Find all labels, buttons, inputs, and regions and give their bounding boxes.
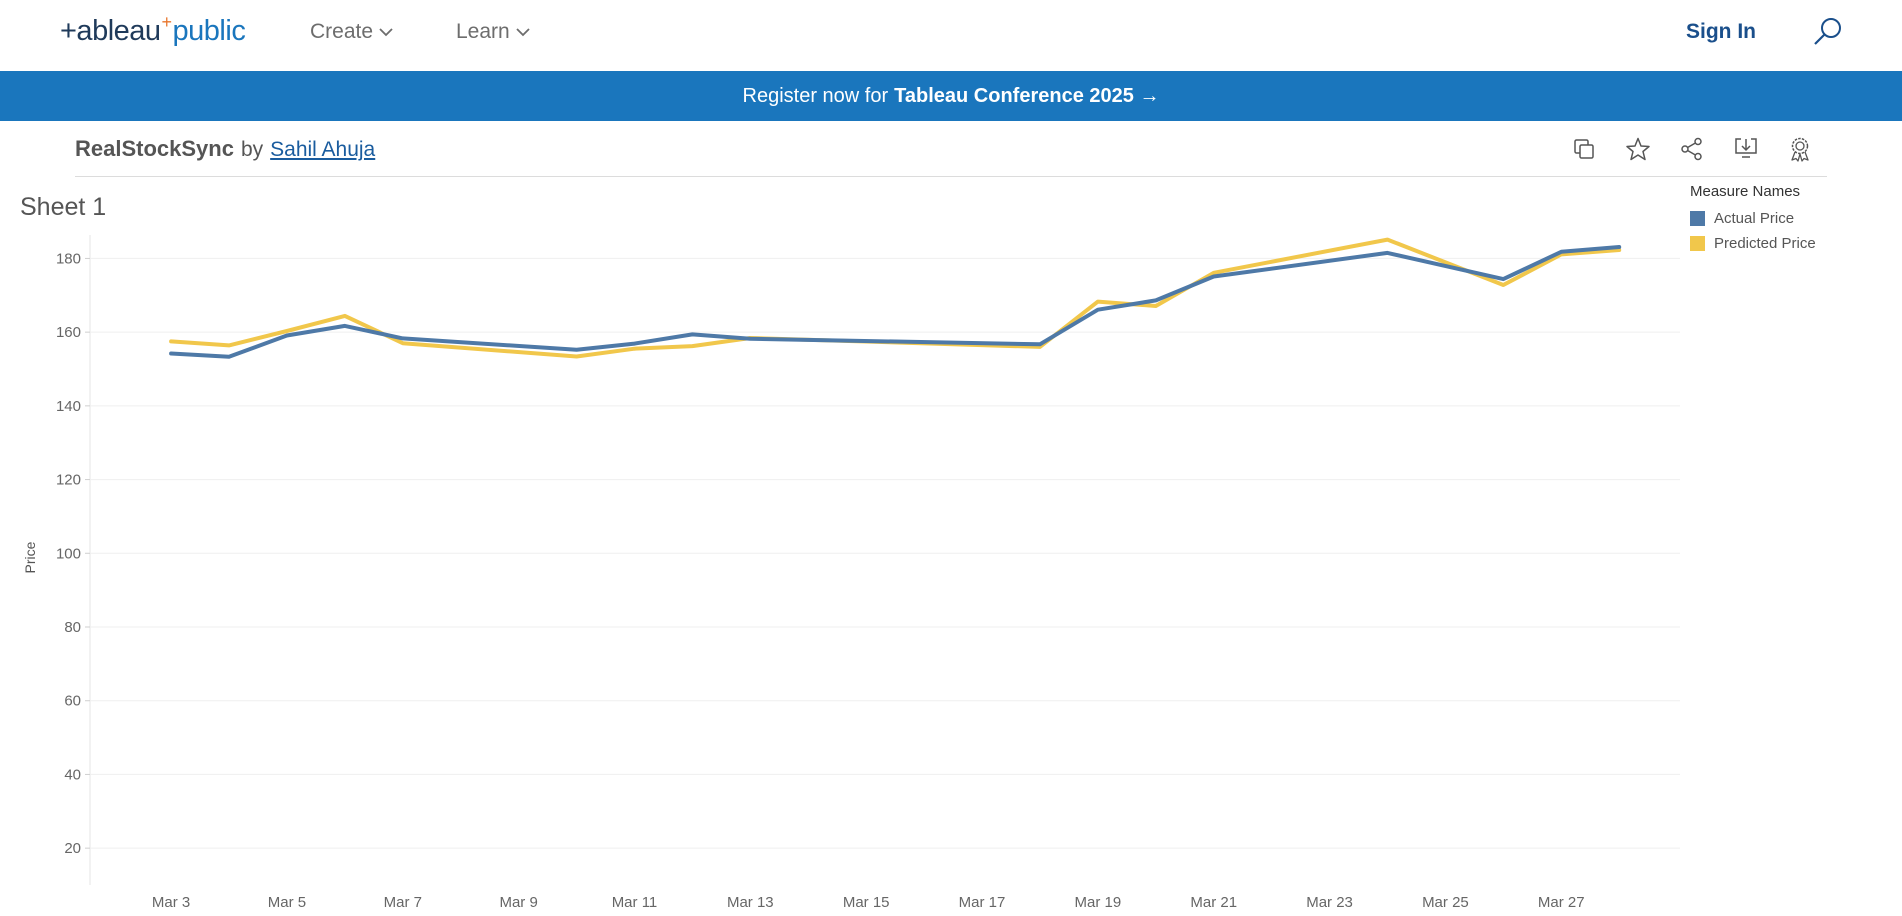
- x-tick-label: Mar 15: [843, 894, 890, 911]
- conference-banner[interactable]: Register now for Tableau Conference 2025…: [0, 71, 1902, 121]
- nav-create-menu[interactable]: Create: [310, 20, 393, 44]
- nav-learn-menu[interactable]: Learn: [456, 20, 530, 44]
- y-tick-label: 180: [56, 250, 81, 267]
- viz-header: RealStockSync by Sahil Ahuja: [75, 122, 1827, 177]
- x-tick-label: Mar 13: [727, 894, 774, 911]
- y-tick-label: 160: [56, 324, 81, 341]
- y-tick-label: 100: [56, 545, 81, 562]
- banner-link-text: Tableau Conference 2025 →: [894, 84, 1160, 107]
- y-tick-label: 40: [64, 766, 81, 783]
- y-tick-label: 120: [56, 472, 81, 489]
- viz-of-the-day-button[interactable]: [1773, 132, 1827, 166]
- viz-toolbar: [1557, 132, 1827, 166]
- x-tick-label: Mar 11: [612, 894, 658, 911]
- x-tick-label: Mar 9: [499, 894, 537, 911]
- badge-icon: [1791, 137, 1809, 162]
- x-tick-label: Mar 3: [152, 894, 190, 911]
- chevron-down-icon: [379, 28, 393, 37]
- chart-lines[interactable]: [169, 237, 1622, 359]
- tableau-public-logo[interactable]: +ableau + public: [60, 11, 246, 48]
- favorite-button[interactable]: [1611, 132, 1665, 166]
- logo-text-right: public: [172, 14, 246, 47]
- x-tick-label: Mar 21: [1190, 894, 1237, 911]
- legend-title: Measure Names: [1690, 183, 1801, 200]
- y-tick-label: 140: [56, 398, 81, 415]
- y-axis: 20 40 60 80 100 120 140 160 180: [56, 250, 90, 857]
- legend-item-predicted-price[interactable]: Predicted Price: [1690, 231, 1816, 256]
- x-tick-label: Mar 7: [384, 894, 422, 911]
- legend-label: Actual Price: [1714, 210, 1795, 227]
- x-tick-label: Mar 5: [268, 894, 306, 911]
- y-tick-label: 20: [64, 840, 81, 857]
- nav-learn-label: Learn: [456, 20, 510, 43]
- legend-item-actual-price[interactable]: Actual Price: [1690, 206, 1816, 231]
- x-axis: Mar 3 Mar 5 Mar 7 Mar 9 Mar 11 Mar 13 Mar 15 Ma…: [152, 894, 1585, 911]
- series-line-actual-price[interactable]: [169, 245, 1622, 359]
- download-icon: [1735, 138, 1757, 158]
- author-link[interactable]: Sahil Ahuja: [270, 138, 376, 161]
- chart-grid: [89, 235, 1680, 885]
- sign-in-link[interactable]: Sign In: [1686, 20, 1756, 43]
- y-tick-label: 60: [64, 693, 81, 710]
- legend-swatch: [1690, 211, 1705, 226]
- x-tick-label: Mar 19: [1075, 894, 1122, 911]
- legend: Measure Names Actual Price Predicted Pri…: [1690, 183, 1816, 256]
- chevron-down-icon: [516, 28, 530, 37]
- logo-spark-icon: +: [161, 11, 173, 32]
- nav-create-label: Create: [310, 20, 374, 43]
- x-tick-label: Mar 23: [1306, 894, 1353, 911]
- copy-icon: [1574, 139, 1594, 159]
- logo-text-left: +ableau: [60, 14, 161, 47]
- viz-title: RealStockSync by Sahil Ahuja: [75, 136, 375, 162]
- share-icon: [1681, 137, 1702, 161]
- viz-by: by: [240, 138, 264, 161]
- viz-name: RealStockSync: [75, 136, 234, 161]
- y-tick-label: 80: [64, 619, 81, 636]
- banner-prefix: Register now for: [742, 84, 889, 107]
- share-button[interactable]: [1665, 132, 1719, 166]
- x-tick-label: Mar 17: [959, 894, 1006, 911]
- top-nav: +ableau + public Create Learn Sign In: [0, 0, 1902, 71]
- legend-label: Predicted Price: [1714, 235, 1816, 252]
- copy-button[interactable]: [1557, 132, 1611, 166]
- download-button[interactable]: [1719, 132, 1773, 166]
- x-tick-label: Mar 25: [1422, 894, 1469, 911]
- x-tick-label: Mar 27: [1538, 894, 1585, 911]
- search-icon[interactable]: [1812, 16, 1844, 48]
- sheet-title: Sheet 1: [20, 193, 107, 221]
- legend-swatch: [1690, 236, 1705, 251]
- y-axis-label: Price: [22, 541, 38, 573]
- star-icon: [1626, 137, 1650, 161]
